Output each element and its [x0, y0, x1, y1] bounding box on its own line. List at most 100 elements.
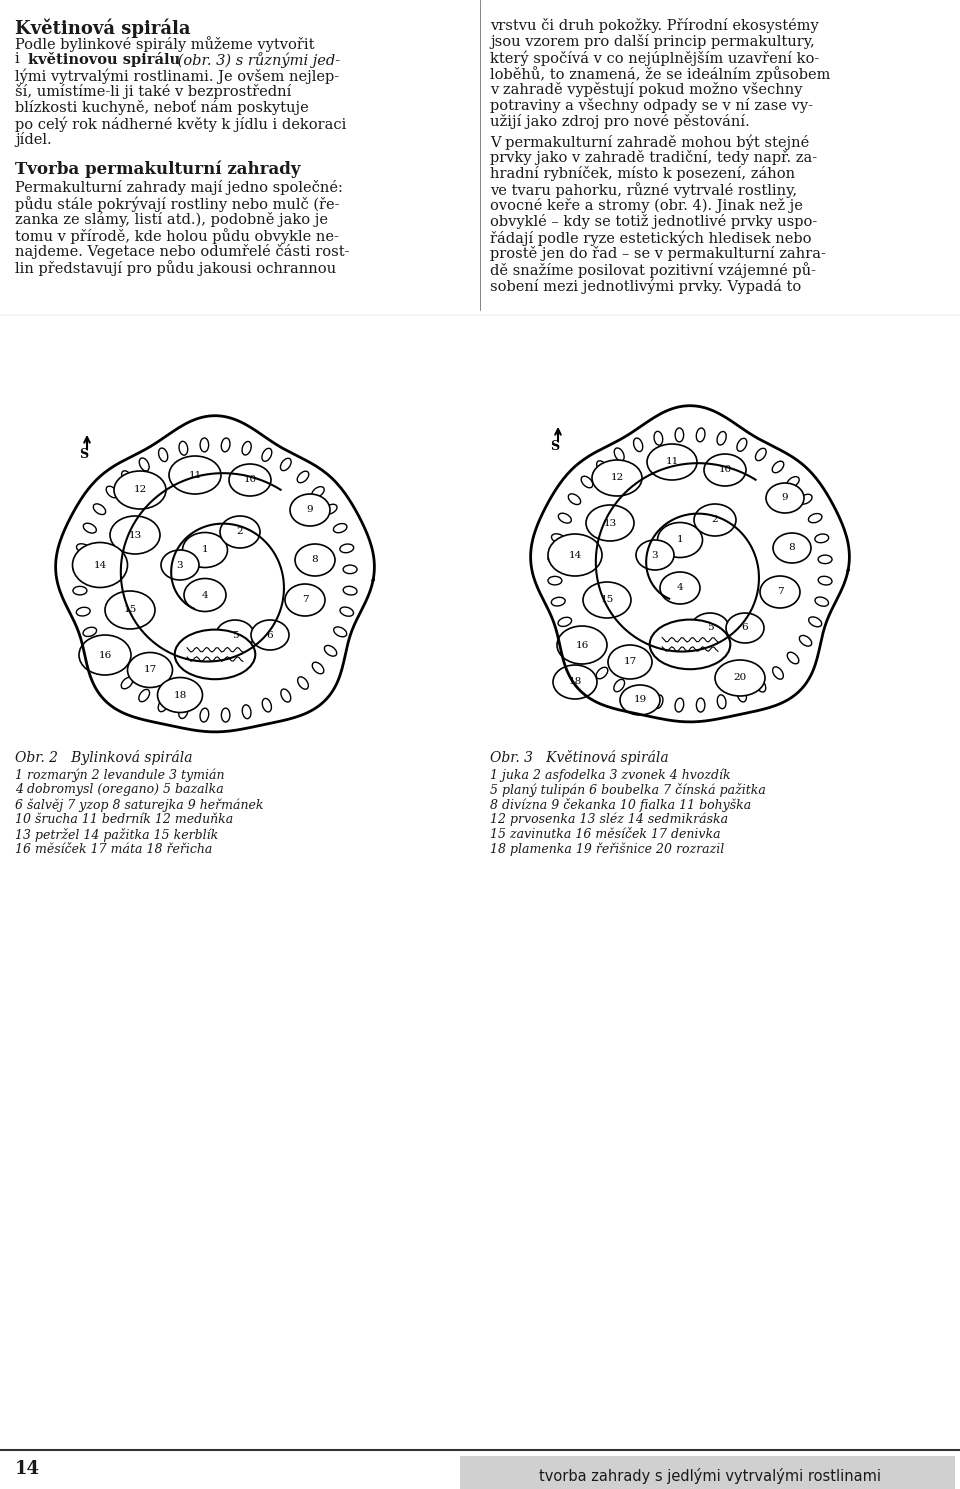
- Ellipse shape: [592, 460, 642, 496]
- Text: 8 divízna 9 čekanka 10 fialka 11 bohyška: 8 divízna 9 čekanka 10 fialka 11 bohyška: [490, 798, 752, 812]
- Text: 9: 9: [306, 505, 313, 515]
- Ellipse shape: [634, 689, 643, 701]
- Text: Tvorba permakulturní zahrady: Tvorba permakulturní zahrady: [15, 159, 300, 177]
- Ellipse shape: [696, 698, 705, 712]
- Text: najdeme. Vegetace nebo odumřelé části rost-: najdeme. Vegetace nebo odumřelé části ro…: [15, 244, 349, 259]
- Text: 10: 10: [718, 466, 732, 475]
- Text: 5 planý tulipán 6 boubelka 7 čínská pažitka: 5 planý tulipán 6 boubelka 7 čínská paži…: [490, 783, 766, 797]
- Text: 13: 13: [604, 518, 616, 527]
- Text: v zahradě vypěstují pokud možno všechny: v zahradě vypěstují pokud možno všechny: [490, 82, 803, 97]
- Ellipse shape: [107, 487, 118, 497]
- Ellipse shape: [93, 503, 106, 515]
- Text: 11: 11: [665, 457, 679, 466]
- Ellipse shape: [216, 619, 254, 651]
- Ellipse shape: [79, 634, 131, 675]
- Ellipse shape: [73, 587, 87, 596]
- Text: S: S: [550, 441, 559, 453]
- Ellipse shape: [175, 630, 255, 679]
- Ellipse shape: [614, 448, 624, 462]
- Ellipse shape: [654, 432, 662, 445]
- Ellipse shape: [77, 543, 90, 552]
- Text: po celý rok nádherné květy k jídlu i dekoraci: po celý rok nádherné květy k jídlu i dek…: [15, 116, 347, 131]
- Text: lin představují pro půdu jakousi ochrannou: lin představují pro půdu jakousi ochrann…: [15, 261, 336, 275]
- Text: Permakulturní zahrady mají jedno společné:: Permakulturní zahrady mají jedno společn…: [15, 180, 343, 195]
- Text: 8: 8: [789, 543, 795, 552]
- Ellipse shape: [800, 636, 812, 646]
- Ellipse shape: [242, 704, 251, 719]
- Text: 1: 1: [677, 536, 684, 545]
- Ellipse shape: [290, 494, 330, 526]
- Text: Podle bylinkové spirály můžeme vytvořit: Podle bylinkové spirály můžeme vytvořit: [15, 36, 315, 52]
- Ellipse shape: [179, 704, 188, 719]
- Ellipse shape: [139, 459, 149, 471]
- Ellipse shape: [613, 679, 625, 692]
- Text: 9: 9: [781, 493, 788, 502]
- Ellipse shape: [548, 555, 562, 564]
- Ellipse shape: [654, 695, 663, 709]
- Ellipse shape: [559, 514, 571, 523]
- Text: vrstvu či druh pokožky. Přírodní ekosystémy: vrstvu či druh pokožky. Přírodní ekosyst…: [490, 18, 819, 33]
- Ellipse shape: [242, 441, 252, 456]
- Ellipse shape: [340, 543, 353, 552]
- Ellipse shape: [161, 549, 199, 581]
- Text: ve tvaru pahorku, různé vytrvalé rostliny,: ve tvaru pahorku, různé vytrvalé rostlin…: [490, 182, 797, 198]
- Ellipse shape: [229, 465, 271, 496]
- Text: dě snažíme posilovat pozitivní vzájemné pů-: dě snažíme posilovat pozitivní vzájemné …: [490, 262, 816, 278]
- Ellipse shape: [106, 663, 118, 673]
- Text: potraviny a všechny odpady se v ní zase vy-: potraviny a všechny odpady se v ní zase …: [490, 98, 813, 113]
- Ellipse shape: [717, 432, 726, 445]
- Text: 2: 2: [711, 515, 718, 524]
- Ellipse shape: [333, 524, 347, 533]
- Text: tomu v přírodě, kde holou půdu obvykle ne-: tomu v přírodě, kde holou půdu obvykle n…: [15, 228, 339, 244]
- Text: hradní rybníček, místo k posezení, záhon: hradní rybníček, místo k posezení, záhon: [490, 165, 795, 182]
- Ellipse shape: [808, 616, 822, 627]
- Ellipse shape: [691, 613, 729, 643]
- Text: 12 prvosenka 13 sléz 14 sedmikráska: 12 prvosenka 13 sléz 14 sedmikráska: [490, 813, 728, 826]
- Text: 10 šrucha 11 bedrník 12 meduňka: 10 šrucha 11 bedrník 12 meduňka: [15, 813, 233, 826]
- Ellipse shape: [717, 695, 726, 709]
- Ellipse shape: [772, 462, 783, 472]
- Text: ší, umístíme-li ji také v bezprostřední: ší, umístíme-li ji také v bezprostřední: [15, 83, 292, 98]
- Text: 1 rozmarýn 2 levandule 3 tymián: 1 rozmarýn 2 levandule 3 tymián: [15, 768, 225, 782]
- Ellipse shape: [334, 627, 347, 637]
- Text: Obr. 2   Bylinková spirála: Obr. 2 Bylinková spirála: [15, 750, 193, 765]
- Text: i: i: [15, 52, 24, 66]
- Ellipse shape: [596, 667, 608, 679]
- Text: 14: 14: [15, 1461, 40, 1479]
- Ellipse shape: [799, 494, 812, 505]
- Text: V permakulturní zahradě mohou být stejné: V permakulturní zahradě mohou být stejné: [490, 134, 809, 149]
- Ellipse shape: [773, 667, 783, 679]
- Ellipse shape: [73, 542, 128, 588]
- Text: 17: 17: [143, 666, 156, 675]
- Ellipse shape: [715, 660, 765, 695]
- Ellipse shape: [285, 584, 325, 616]
- Ellipse shape: [114, 471, 166, 509]
- Text: 14: 14: [568, 551, 582, 560]
- Ellipse shape: [737, 688, 747, 701]
- Ellipse shape: [583, 582, 631, 618]
- Ellipse shape: [158, 448, 168, 462]
- Ellipse shape: [818, 555, 832, 564]
- Ellipse shape: [760, 576, 800, 608]
- Text: 4: 4: [202, 591, 208, 600]
- Ellipse shape: [298, 471, 309, 482]
- Text: 13 petržel 14 pažitka 15 kerblík: 13 petržel 14 pažitka 15 kerblík: [15, 828, 218, 841]
- Ellipse shape: [121, 677, 132, 689]
- Ellipse shape: [312, 487, 324, 497]
- Ellipse shape: [105, 591, 155, 628]
- Ellipse shape: [73, 564, 86, 573]
- Text: ovocné keře a stromy (obr. 4). Jinak než je: ovocné keře a stromy (obr. 4). Jinak než…: [490, 198, 803, 213]
- Text: 18: 18: [568, 677, 582, 686]
- Ellipse shape: [815, 535, 828, 542]
- Text: 8: 8: [312, 555, 319, 564]
- Ellipse shape: [340, 608, 353, 616]
- Ellipse shape: [581, 476, 592, 488]
- Text: 15: 15: [124, 606, 136, 615]
- Text: 19: 19: [634, 695, 647, 704]
- Text: 10: 10: [244, 475, 256, 484]
- Text: půdu stále pokrývají rostliny nebo mulč (ře-: půdu stále pokrývají rostliny nebo mulč …: [15, 197, 340, 211]
- Text: 15 zavinutka 16 měsíček 17 denivka: 15 zavinutka 16 měsíček 17 denivka: [490, 828, 721, 841]
- Ellipse shape: [298, 677, 308, 689]
- Ellipse shape: [77, 608, 90, 616]
- Ellipse shape: [557, 625, 607, 664]
